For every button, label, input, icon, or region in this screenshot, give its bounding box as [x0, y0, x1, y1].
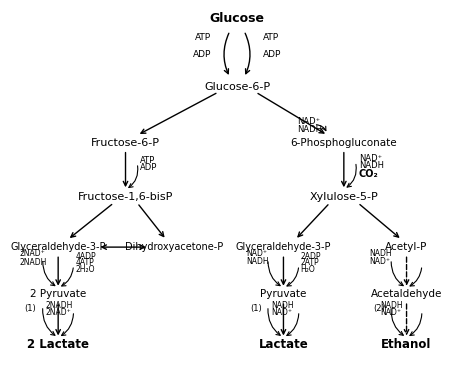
Text: ATP: ATP: [263, 33, 279, 42]
Text: Acetyl-P: Acetyl-P: [385, 242, 428, 252]
Text: Dihydroxyacetone-P: Dihydroxyacetone-P: [125, 242, 223, 252]
Text: Glyceraldehyde-3-P: Glyceraldehyde-3-P: [236, 242, 331, 252]
Text: 4ATP: 4ATP: [75, 258, 94, 267]
Text: 2NADH: 2NADH: [46, 301, 73, 310]
Text: NADH: NADH: [297, 125, 322, 134]
Text: 2NADH: 2NADH: [19, 258, 47, 267]
Text: NAD⁺: NAD⁺: [271, 308, 292, 317]
Text: 2ATP: 2ATP: [301, 258, 319, 267]
Text: Fructose-1,6-bisP: Fructose-1,6-bisP: [78, 192, 173, 202]
Text: 2 Pyruvate: 2 Pyruvate: [30, 289, 86, 299]
Text: 4ADP: 4ADP: [75, 252, 96, 261]
Text: NAD⁺: NAD⁺: [359, 154, 382, 163]
Text: Lactate: Lactate: [259, 338, 308, 351]
Text: ADP: ADP: [193, 50, 211, 59]
Text: NAD⁺: NAD⁺: [246, 250, 267, 258]
Text: CO₂: CO₂: [359, 169, 378, 179]
Text: 2 Lactate: 2 Lactate: [27, 338, 89, 351]
Text: NADH: NADH: [369, 250, 392, 258]
Text: H₂O: H₂O: [301, 265, 315, 274]
Text: 2NAD⁺: 2NAD⁺: [19, 250, 46, 258]
Text: NAD⁺: NAD⁺: [297, 117, 320, 127]
Text: Acetaldehyde: Acetaldehyde: [371, 289, 442, 299]
Text: NADH: NADH: [246, 257, 269, 266]
Text: NAD⁺: NAD⁺: [380, 308, 401, 317]
Text: ATP: ATP: [195, 33, 211, 42]
Text: Ethanol: Ethanol: [382, 338, 432, 351]
Text: (1): (1): [25, 304, 36, 313]
Text: Xylulose-5-P: Xylulose-5-P: [310, 192, 378, 202]
Text: (1): (1): [250, 304, 262, 313]
Text: NADH: NADH: [359, 162, 384, 170]
Text: ADP: ADP: [140, 163, 158, 172]
Text: 6-Phosphogluconate: 6-Phosphogluconate: [291, 138, 397, 148]
Text: NADH: NADH: [380, 301, 403, 310]
Text: 2ADP: 2ADP: [301, 252, 321, 261]
Text: 2H₂O: 2H₂O: [75, 265, 95, 274]
Text: 2NAD⁺: 2NAD⁺: [46, 308, 72, 317]
Text: Glucose: Glucose: [210, 12, 264, 25]
Text: (2): (2): [373, 304, 385, 313]
Text: Glyceraldehyde-3-P: Glyceraldehyde-3-P: [10, 242, 106, 252]
Text: NADH: NADH: [271, 301, 293, 310]
Text: Fructose-6-P: Fructose-6-P: [91, 138, 160, 148]
Text: NAD⁺: NAD⁺: [369, 257, 390, 266]
Text: Pyruvate: Pyruvate: [260, 289, 307, 299]
Text: Glucose-6-P: Glucose-6-P: [204, 82, 270, 92]
Text: ATP: ATP: [140, 156, 155, 165]
Text: ADP: ADP: [263, 50, 281, 59]
